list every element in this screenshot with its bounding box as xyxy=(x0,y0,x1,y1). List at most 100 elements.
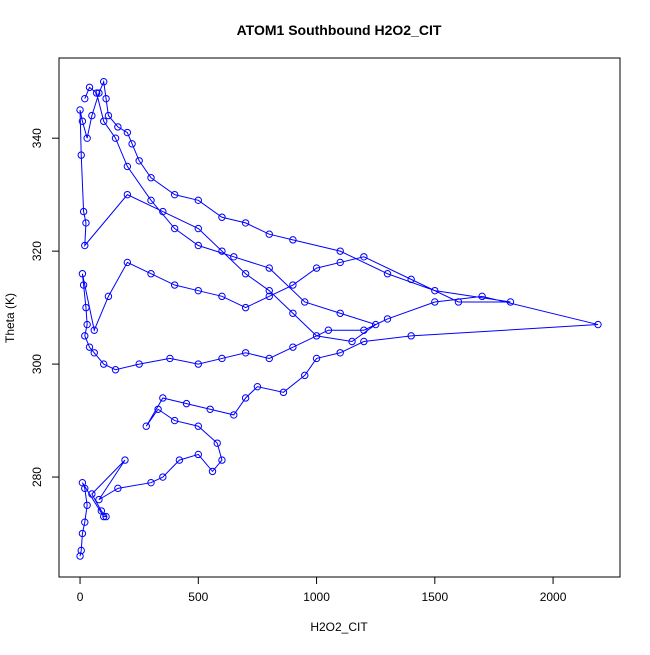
data-point xyxy=(206,405,214,413)
y-axis-label: Theta (K) xyxy=(3,293,17,343)
data-point xyxy=(336,247,344,255)
data-point xyxy=(506,298,515,306)
x-axis-label: H2O2_CIT xyxy=(310,620,368,634)
data-point xyxy=(121,456,129,464)
data-point xyxy=(312,332,321,340)
data-point xyxy=(312,354,321,363)
data-point xyxy=(241,219,250,227)
data-point xyxy=(81,518,89,526)
data-point xyxy=(289,343,297,351)
data-point xyxy=(383,315,392,323)
data-point xyxy=(147,478,155,487)
data-point xyxy=(88,111,96,120)
chart-title: ATOM1 Southbound H2O2_CIT xyxy=(237,22,442,38)
data-point xyxy=(265,264,273,272)
data-point xyxy=(123,258,132,267)
data-point xyxy=(123,128,132,137)
data-point xyxy=(371,320,380,329)
data-point xyxy=(478,292,486,301)
data-point xyxy=(383,270,392,278)
data-point xyxy=(312,264,321,272)
data-point xyxy=(81,241,89,250)
data-point xyxy=(407,332,415,340)
data-point xyxy=(301,298,309,306)
data-point xyxy=(95,89,103,97)
data-point xyxy=(95,495,103,504)
data-point xyxy=(194,360,203,368)
data-point xyxy=(111,366,120,374)
y-tick-label: 340 xyxy=(30,128,44,148)
data-point xyxy=(431,298,439,306)
data-point xyxy=(135,157,143,165)
data-point xyxy=(289,281,297,289)
data-point xyxy=(147,174,155,182)
x-tick-label: 1000 xyxy=(303,590,330,604)
data-point xyxy=(102,512,110,521)
data-point xyxy=(218,247,226,255)
series-line xyxy=(79,79,599,557)
data-point xyxy=(88,490,96,498)
data-point xyxy=(241,394,250,402)
data-point xyxy=(90,349,98,357)
x-tick-label: 2000 xyxy=(540,590,567,604)
data-point xyxy=(159,394,167,402)
data-point xyxy=(77,151,85,159)
data-point xyxy=(594,320,602,329)
data-point xyxy=(194,224,203,233)
data-point xyxy=(336,349,344,357)
data-point xyxy=(147,196,155,205)
data-point xyxy=(431,286,439,295)
data-point xyxy=(208,467,217,476)
data-point xyxy=(85,343,94,351)
data-point xyxy=(77,546,85,555)
data-point xyxy=(104,111,113,120)
data-point xyxy=(85,83,94,92)
data-point xyxy=(336,309,344,317)
data-point xyxy=(348,337,356,346)
data-point xyxy=(123,162,132,171)
x-tick-label: 500 xyxy=(188,590,208,604)
data-point xyxy=(241,303,250,312)
x-tick-label: 1500 xyxy=(421,590,448,604)
data-point xyxy=(170,416,179,425)
data-point xyxy=(76,552,84,560)
data-point xyxy=(265,286,273,295)
data-point xyxy=(81,332,89,340)
data-point xyxy=(265,292,273,301)
data-point xyxy=(241,270,250,278)
data-point xyxy=(102,94,110,103)
data-point xyxy=(78,117,87,125)
data-point xyxy=(78,478,87,487)
data-point xyxy=(170,224,179,233)
data-point xyxy=(407,275,415,284)
y-tick-label: 280 xyxy=(30,467,44,487)
data-point xyxy=(230,253,238,261)
data-point xyxy=(360,253,368,261)
data-point xyxy=(289,309,297,317)
y-tick-label: 320 xyxy=(30,241,44,261)
data-point xyxy=(360,337,368,346)
data-point xyxy=(82,219,90,227)
data-point xyxy=(194,450,203,459)
x-tick-label: 0 xyxy=(77,590,84,604)
data-point xyxy=(218,456,226,464)
data-point xyxy=(114,484,122,493)
data-point xyxy=(83,501,91,509)
data-point xyxy=(83,320,91,329)
data-point xyxy=(301,371,309,380)
data-point xyxy=(92,89,101,97)
data-point xyxy=(81,94,89,103)
data-point xyxy=(194,196,203,205)
data-point xyxy=(170,281,179,289)
data-point xyxy=(154,405,162,413)
data-point xyxy=(82,303,90,312)
data-point xyxy=(97,507,106,515)
data-point xyxy=(166,354,174,363)
data-point xyxy=(194,286,203,295)
data-point xyxy=(159,473,167,481)
data-point xyxy=(218,292,226,301)
data-point xyxy=(142,422,150,430)
data-point xyxy=(79,207,88,216)
data-point xyxy=(78,270,87,278)
